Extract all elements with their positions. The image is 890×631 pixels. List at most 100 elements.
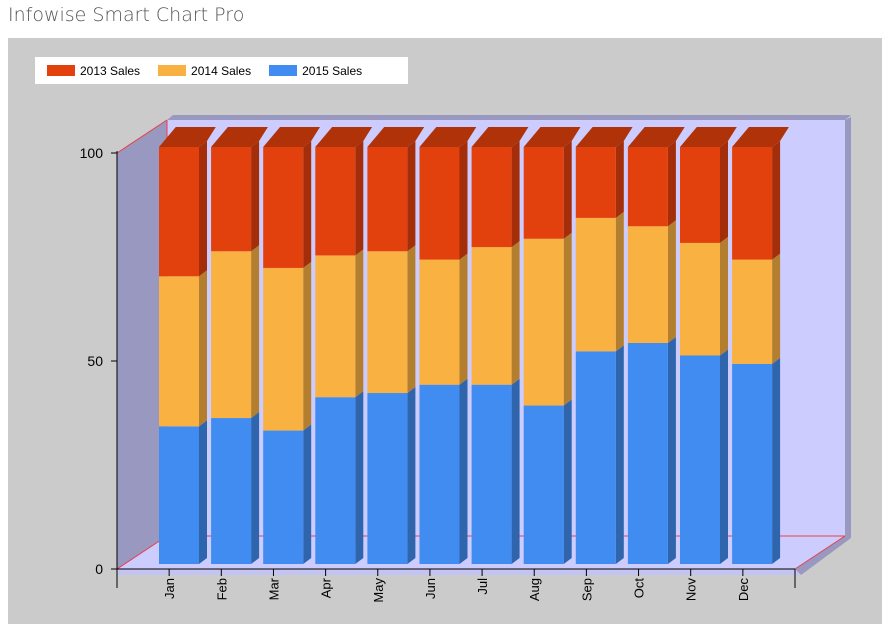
bar-side-2013-sales (355, 141, 364, 256)
bar-2013-sales (419, 147, 460, 260)
plot-floor-edge (795, 536, 851, 575)
bar-side-2013-sales (303, 141, 312, 268)
chart-legend: 2013 Sales 2014 Sales 2015 Sales (35, 57, 408, 84)
app-title: Infowise Smart Chart Pro (8, 4, 245, 26)
axis-floor-right-edge (794, 535, 846, 570)
bar-side-2015-sales (667, 336, 676, 564)
x-tick-label: Feb (214, 578, 229, 600)
x-tick-label: Jan (162, 578, 177, 599)
bar-side-2015-sales (355, 391, 364, 564)
legend-label: 2013 Sales (80, 63, 141, 78)
x-tick-label: Oct (632, 578, 647, 599)
bar-2014-sales (419, 259, 460, 385)
legend-swatch (47, 65, 75, 76)
bar-2014-sales (211, 251, 252, 419)
legend-swatch (158, 65, 187, 76)
x-tick-label: May (371, 578, 386, 603)
bar-top (732, 127, 789, 147)
bar-2014-sales (367, 251, 408, 394)
bar-side-2014-sales (772, 253, 781, 364)
bar-2013-sales (315, 147, 356, 256)
x-tick-label: Sep (579, 578, 594, 601)
bar-side-2014-sales (459, 253, 468, 385)
bar-2014-sales (732, 259, 773, 364)
legend-item: 2014 Sales (158, 64, 251, 78)
bar-side-2013-sales (615, 141, 624, 218)
y-tick-label: 100 (80, 145, 104, 161)
bar-2013-sales (523, 147, 564, 239)
bar-side-2015-sales (511, 378, 520, 564)
plot-back-border (845, 117, 851, 538)
x-tick-label: Dec (736, 578, 751, 602)
bar-side-2013-sales (720, 141, 728, 243)
legend-item: 2015 Sales (269, 64, 362, 78)
bar-side-2015-sales (251, 412, 260, 564)
bar-side-2014-sales (720, 236, 728, 356)
bar-side-2015-sales (615, 345, 624, 564)
bar-side-2013-sales (199, 141, 207, 277)
bar-side-2013-sales (511, 141, 520, 248)
bar-2013-sales (627, 147, 668, 227)
plot-top-border (167, 115, 851, 120)
bar-side-2014-sales (251, 245, 260, 419)
bar-2014-sales (680, 242, 720, 356)
legend-swatch (269, 65, 298, 76)
plot-floor-front (117, 569, 801, 575)
bar-side-2013-sales (667, 141, 676, 227)
bar-top (680, 127, 737, 147)
bar-2015-sales (732, 363, 773, 564)
bar-2015-sales (315, 397, 356, 564)
bar-2013-sales (680, 147, 720, 243)
bar-side-2015-sales (459, 378, 468, 564)
bar-2015-sales (680, 355, 720, 564)
bar-top (419, 127, 477, 147)
bar-side-2013-sales (251, 141, 260, 252)
bar-2013-sales (263, 147, 304, 268)
bar-2014-sales (315, 255, 356, 398)
bar-side-2015-sales (563, 399, 572, 564)
bar-top (627, 127, 685, 147)
bar-2015-sales (471, 384, 512, 564)
bar-side-2013-sales (772, 141, 781, 260)
bar-2015-sales (367, 393, 408, 564)
x-tick-label: Nov (684, 578, 699, 602)
bar-2014-sales (263, 267, 304, 431)
bar-2015-sales (263, 430, 304, 564)
bar-side-2014-sales (355, 249, 364, 398)
plot-left-wall (117, 120, 167, 569)
bar-top (523, 127, 581, 147)
bar-2015-sales (211, 418, 252, 564)
legend-label: 2014 Sales (191, 63, 252, 78)
bar-side-2015-sales (303, 424, 312, 564)
bar-side-2015-sales (407, 387, 416, 564)
bar-side-2015-sales (720, 349, 728, 564)
bar-side-2013-sales (459, 141, 468, 260)
x-tick-label: Jun (423, 578, 438, 599)
bar-2014-sales (627, 226, 668, 343)
bar-top (471, 127, 529, 147)
bar-2013-sales (732, 147, 773, 260)
bar-2014-sales (575, 217, 616, 352)
bar-2013-sales (211, 147, 252, 252)
legend-label: 2015 Sales (302, 63, 363, 78)
x-tick-label: Mar (266, 577, 281, 600)
bar-side-2015-sales (772, 357, 781, 564)
bar-2015-sales (627, 342, 668, 564)
bar-side-2014-sales (303, 261, 312, 431)
bar-side-2013-sales (407, 141, 416, 252)
y-tick-label: 50 (87, 353, 103, 369)
bar-top (367, 127, 425, 147)
bar-side-2014-sales (511, 241, 520, 385)
y-tick-label: 0 (95, 561, 103, 577)
axis-floor-left-edge (116, 535, 168, 570)
bar-2015-sales (159, 426, 199, 564)
bar-side-2013-sales (563, 141, 572, 239)
bar-2014-sales (471, 247, 512, 385)
bar-2015-sales (575, 351, 616, 564)
bar-top (211, 127, 268, 147)
bar-side-2015-sales (199, 420, 207, 564)
bar-top (575, 127, 633, 147)
bar-2013-sales (367, 147, 408, 252)
x-tick-label: Jul (475, 578, 490, 595)
